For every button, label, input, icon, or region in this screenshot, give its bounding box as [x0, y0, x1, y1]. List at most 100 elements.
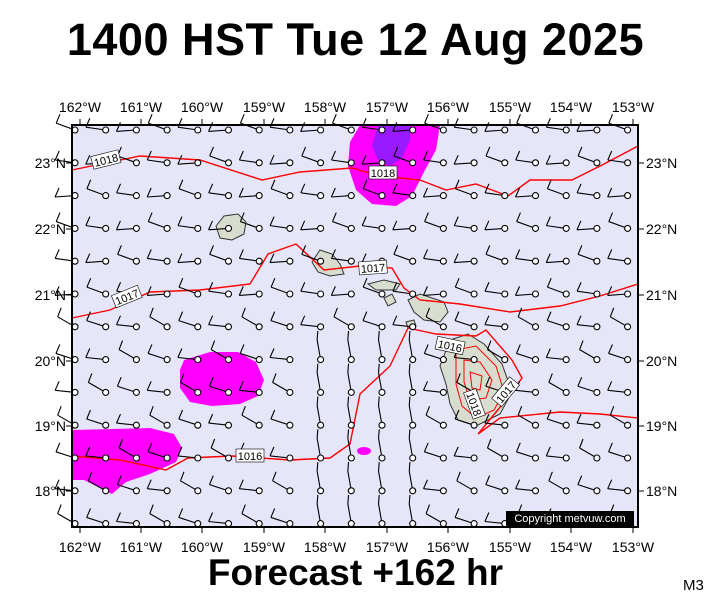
- wind-station: [347, 257, 355, 265]
- wind-barb-feather: [377, 494, 380, 504]
- wind-barb-feather: [149, 307, 154, 317]
- wind-station: [255, 290, 263, 298]
- wind-station: [470, 290, 478, 298]
- wind-station: [163, 159, 171, 167]
- lon-label: 159°W: [243, 99, 286, 115]
- wind-barb-feather: [577, 475, 583, 485]
- wind-barb-feather: [54, 286, 60, 296]
- wind-barb-feather: [515, 249, 521, 259]
- wind-station: [409, 487, 417, 495]
- wind-barb-feather: [118, 438, 124, 449]
- wind-station: [624, 421, 632, 429]
- wind-station: [409, 290, 417, 298]
- wind-barb-feather: [331, 212, 337, 222]
- wind-barb-feather: [579, 340, 584, 350]
- wind-barb-feather: [209, 245, 214, 255]
- wind-station: [439, 388, 447, 396]
- wind-station: [194, 257, 202, 265]
- wind-barb-feather: [607, 150, 613, 161]
- lat-label: 19°N: [646, 418, 677, 434]
- wind-station: [593, 257, 601, 265]
- wind-barb-feather: [576, 315, 582, 325]
- wind-station: [102, 356, 110, 364]
- wind-barb-feather: [116, 413, 121, 424]
- wind-barb-feather: [55, 212, 61, 222]
- wind-barb-feather: [516, 113, 521, 124]
- wind-barb-feather: [316, 462, 319, 472]
- wind-station: [409, 520, 417, 528]
- lat-labels-right: 23°N 22°N 21°N 20°N 19°N 18°N: [646, 155, 677, 499]
- wind-station: [409, 257, 417, 265]
- wind-station: [501, 224, 509, 232]
- wind-barb-feather: [87, 471, 93, 481]
- lat-label: 20°N: [35, 353, 66, 369]
- wind-station: [501, 421, 509, 429]
- wind-station: [255, 159, 263, 167]
- wind-barb-feather: [408, 494, 411, 504]
- wind-barb-feather: [546, 179, 552, 189]
- wind-barb-feather: [347, 494, 350, 504]
- wind-station: [409, 192, 417, 200]
- wind-barb-feather: [116, 281, 122, 292]
- wind-barb-feather: [545, 446, 551, 457]
- wind-barb-feather: [485, 245, 491, 255]
- wind-barb-feather: [515, 344, 521, 354]
- wind-barb-feather: [347, 396, 350, 406]
- wind-station: [224, 487, 233, 495]
- wind-barb-feather: [300, 183, 306, 194]
- wind-station: [347, 520, 355, 528]
- wind-barb-feather: [330, 286, 336, 296]
- wind-barb-feather: [86, 409, 91, 420]
- wind-barb-feather: [425, 504, 431, 514]
- lon-label: 156°W: [427, 539, 470, 555]
- wind-station: [378, 487, 386, 495]
- wind-station: [470, 224, 478, 232]
- wind-barb-feather: [545, 253, 551, 263]
- wind-station: [194, 388, 202, 396]
- wind-barb-feather: [85, 216, 91, 226]
- wind-station: [102, 224, 110, 232]
- wind-station: [378, 356, 386, 364]
- lat-label: 21°N: [646, 287, 677, 303]
- wind-barb-feather: [238, 479, 244, 489]
- wind-station: [562, 290, 570, 298]
- wind-barb-feather: [177, 154, 183, 165]
- precip-area-central: [180, 352, 264, 406]
- wind-barb-feather: [425, 406, 431, 416]
- wind-barb-feather: [454, 508, 460, 518]
- wind-station: [593, 421, 601, 429]
- wind-barb-feather: [484, 183, 490, 194]
- wind-barb-feather: [55, 113, 61, 124]
- wind-station: [562, 356, 570, 364]
- lon-label: 155°W: [489, 99, 532, 115]
- wind-barb-feather: [453, 216, 459, 226]
- wind-barb-feather: [116, 512, 121, 522]
- wind-station: [163, 126, 171, 134]
- wind-station: [317, 487, 325, 495]
- wind-barb-feather: [316, 363, 319, 373]
- lon-labels-top: 162°W 161°W 160°W 159°W 158°W 157°W 156°…: [59, 99, 655, 115]
- wind-barb-feather: [377, 462, 380, 472]
- lat-label: 19°N: [35, 418, 66, 434]
- wind-barb-feather: [377, 396, 380, 406]
- wind-station: [470, 454, 478, 462]
- wind-station: [224, 224, 233, 232]
- wind-station: [439, 290, 447, 298]
- wind-station: [470, 323, 478, 331]
- wind-barb-feather: [347, 363, 350, 373]
- wind-station: [255, 257, 263, 265]
- wind-station: [593, 159, 601, 167]
- wind-barb-feather: [178, 409, 184, 420]
- wind-station: [562, 224, 570, 232]
- wind-barb-feather: [177, 348, 183, 358]
- wind-station: [409, 224, 417, 232]
- wind-station: [470, 159, 478, 167]
- wind-barb-feather: [269, 154, 275, 165]
- lon-label: 158°W: [304, 99, 347, 115]
- wind-barb-feather: [546, 409, 552, 420]
- wind-station: [470, 520, 478, 528]
- wind-barb-feather: [545, 216, 551, 226]
- wind-barb-feather: [178, 277, 184, 288]
- wind-station: [286, 192, 294, 200]
- wind-barb-feather: [515, 479, 521, 489]
